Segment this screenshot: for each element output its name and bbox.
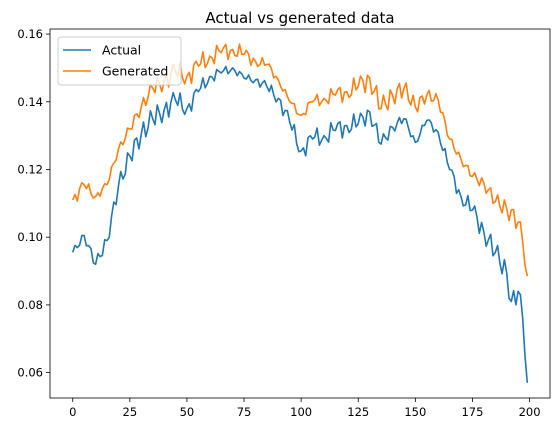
x-tick-label: 150	[404, 405, 426, 419]
y-axis: 0.06 0.08 0.10 0.12 0.14 0.16	[17, 27, 50, 380]
x-tick-label: 175	[461, 405, 483, 419]
y-tick-label: 0.06	[17, 366, 43, 380]
chart-title: Actual vs generated data	[205, 9, 394, 27]
series-line-actual	[71, 65, 529, 383]
x-tick-label: 25	[123, 405, 138, 419]
x-tick-label: 0	[69, 405, 76, 419]
legend-label-generated: Generated	[102, 64, 168, 79]
x-tick-label: 125	[347, 405, 369, 419]
x-tick-label: 200	[519, 405, 541, 419]
series-line-generated	[71, 43, 529, 277]
legend-box	[57, 36, 182, 86]
y-tick-label: 0.14	[17, 95, 43, 109]
y-tick-label: 0.08	[17, 298, 43, 312]
y-tick-label: 0.16	[17, 27, 43, 41]
legend-label-actual: Actual	[102, 43, 141, 58]
x-axis: 0 25 50 75 100 125 150 175 200	[69, 398, 541, 419]
legend: Actual Generated	[57, 36, 182, 86]
y-tick-label: 0.12	[17, 162, 43, 176]
plot-frame	[49, 28, 551, 399]
x-tick-label: 75	[237, 405, 252, 419]
plot-series	[71, 43, 529, 383]
x-tick-label: 100	[290, 405, 312, 419]
x-tick-label: 50	[180, 405, 195, 419]
y-tick-label: 0.10	[17, 230, 43, 244]
